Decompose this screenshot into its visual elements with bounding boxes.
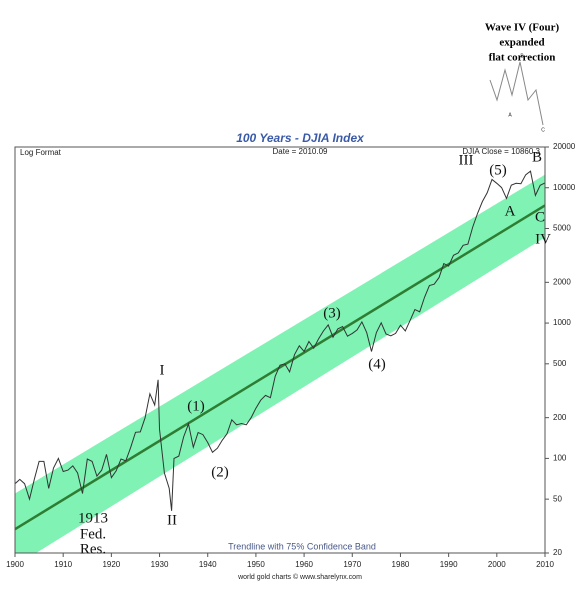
index-line <box>15 170 545 511</box>
y-tick-label: 20000 <box>553 142 576 151</box>
annotation: I <box>160 362 165 378</box>
inset-text: flat correction <box>489 52 556 64</box>
y-tick-label: 50 <box>553 494 562 503</box>
annotation: (4) <box>368 356 386 372</box>
x-tick-label: 1930 <box>151 560 169 569</box>
chart-title: 100 Years - DJIA Index <box>236 131 365 145</box>
y-tick-label: 2000 <box>553 277 571 286</box>
subtitle: Date = 2010.09 <box>273 147 328 156</box>
x-tick-label: 1900 <box>6 560 24 569</box>
trendline <box>15 204 545 531</box>
annotation: II <box>167 512 177 528</box>
annotation: B <box>532 149 542 165</box>
y-tick-label: 100 <box>553 454 567 463</box>
subtitle: DJIA Close = 10860.3 <box>462 147 540 156</box>
footer: Trendline with 75% Confidence Band <box>228 541 376 551</box>
annotation: A <box>505 203 516 219</box>
annotation: 1913 <box>78 510 108 526</box>
annotation: (3) <box>323 305 341 321</box>
x-tick-label: 1980 <box>392 560 410 569</box>
y-tick-label: 10000 <box>553 183 576 192</box>
annotation: Fed. <box>80 526 106 542</box>
y-tick-label: 5000 <box>553 224 571 233</box>
annotation: C <box>535 209 545 225</box>
plot-area <box>15 170 545 553</box>
inset-label: A <box>508 112 512 118</box>
x-tick-label: 2010 <box>536 560 554 569</box>
plot-frame <box>14 146 546 554</box>
inset-text: expanded <box>499 37 544 49</box>
x-tick-label: 1970 <box>343 560 361 569</box>
inset-text: Wave IV (Four) <box>485 22 560 34</box>
x-tick-label: 1910 <box>54 560 72 569</box>
annotation: (5) <box>489 162 507 178</box>
inset-sketch <box>489 61 544 126</box>
x-tick-label: 1960 <box>295 560 313 569</box>
inset-label: B <box>520 53 524 59</box>
x-tick-label: 1950 <box>247 560 265 569</box>
x-tick-label: 1940 <box>199 560 217 569</box>
y-tick-label: 1000 <box>553 318 571 327</box>
credit: world gold charts © www.sharelynx.com <box>237 573 362 581</box>
confidence-band <box>15 174 545 553</box>
y-tick-label: 20 <box>553 548 562 557</box>
annotation: III <box>459 152 474 168</box>
x-tick-label: 1990 <box>440 560 458 569</box>
annotation: IV <box>535 231 551 247</box>
x-tick-label: 1920 <box>102 560 120 569</box>
y-tick-label: 500 <box>553 359 567 368</box>
y-tick-label: 200 <box>553 413 567 422</box>
annotation: Res. <box>80 541 106 557</box>
inset-label: C <box>541 127 545 133</box>
annotation: (1) <box>187 398 205 414</box>
x-tick-label: 2000 <box>488 560 506 569</box>
subtitle: Log Format <box>20 148 62 157</box>
annotation: (2) <box>211 464 229 480</box>
